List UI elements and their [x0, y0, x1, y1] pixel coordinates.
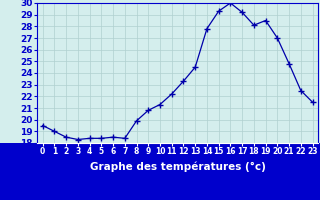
X-axis label: Graphe des températures (°c): Graphe des températures (°c): [90, 162, 266, 172]
